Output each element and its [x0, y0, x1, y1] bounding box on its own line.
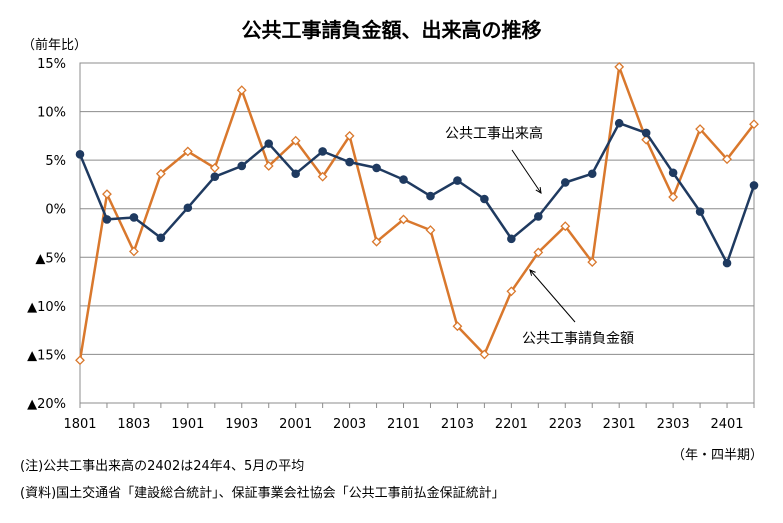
x-tick-label: 2103 — [441, 417, 474, 432]
data-point-diamond — [236, 85, 247, 96]
x-tick-label: 2001 — [279, 417, 312, 432]
annotation-orders-arrow — [529, 269, 576, 323]
annotation-output-arrow-head — [535, 186, 542, 194]
data-point-diamond — [155, 168, 166, 179]
annotation-orders-arrow-head — [529, 269, 536, 276]
x-tick-label: 2303 — [657, 417, 690, 432]
y-tick-label: ▲20% — [27, 397, 66, 412]
x-tick-label: 2203 — [549, 417, 582, 432]
data-point-circle — [291, 169, 300, 179]
data-point-diamond — [722, 154, 732, 165]
data-point-circle — [507, 234, 516, 244]
x-tick-label: 2003 — [333, 417, 366, 432]
data-point-circle — [156, 233, 166, 243]
data-point-diamond — [398, 214, 409, 225]
data-point-diamond — [695, 124, 705, 134]
data-point-diamond — [75, 355, 85, 366]
data-point-circle — [372, 163, 381, 173]
data-point-diamond — [344, 130, 355, 141]
data-point-circle — [318, 147, 327, 156]
x-tick-label: 1903 — [225, 417, 258, 432]
x-tick-label: 2301 — [603, 417, 636, 432]
y-tick-label: 10% — [37, 106, 66, 121]
data-point-diamond — [749, 119, 759, 130]
y-tick-label: 5% — [45, 154, 66, 169]
data-point-circle — [426, 191, 435, 201]
data-point-circle — [695, 207, 705, 216]
data-point-circle — [668, 168, 678, 178]
data-point-circle — [210, 172, 220, 181]
data-point-diamond — [102, 189, 112, 200]
x-tick-label: 2401 — [710, 417, 743, 432]
y-tick-label: ▲10% — [27, 300, 66, 315]
series-line — [78, 121, 756, 265]
data-point-diamond — [614, 61, 625, 72]
data-point-circle — [237, 161, 247, 171]
data-point-circle — [560, 178, 570, 187]
data-point-diamond — [317, 171, 328, 182]
data-point-circle — [129, 213, 139, 222]
annotation-output-arrow — [511, 149, 542, 194]
y-tick-label: 0% — [45, 203, 66, 218]
data-point-diamond — [560, 221, 571, 232]
data-point-circle — [614, 118, 624, 128]
y-axis-unit-label: （前年比） — [22, 38, 88, 53]
x-tick-label: 2201 — [495, 417, 528, 432]
footnote-source: (資料)国土交通省「建設総合統計」、保証事業会社協会「公共工事前払金保証統計」 — [20, 486, 505, 501]
data-point-circle — [480, 194, 489, 204]
annotation-output-label: 公共工事出来高 — [445, 125, 543, 142]
data-point-diamond — [452, 321, 463, 332]
data-point-diamond — [371, 236, 382, 247]
data-point-diamond — [263, 161, 274, 171]
x-tick-label: 1803 — [117, 417, 150, 432]
data-point-circle — [722, 258, 732, 268]
data-point-diamond — [209, 162, 220, 173]
data-point-diamond — [425, 225, 436, 236]
footnote-note: (注)公共工事出来高の2402は24年4、5月の平均 — [20, 459, 305, 474]
data-point-diamond — [587, 257, 598, 268]
data-point-circle — [399, 175, 408, 184]
data-point-circle — [345, 157, 354, 167]
series-line — [78, 65, 755, 361]
data-point-circle — [534, 212, 543, 221]
x-axis-unit-label: （年・四半期） — [671, 448, 763, 463]
x-tick-label: 2101 — [387, 417, 420, 432]
data-point-circle — [264, 139, 274, 148]
x-tick-label: 1801 — [63, 417, 96, 432]
annotation-orders-label: 公共工事請負金額 — [522, 331, 634, 347]
data-point-diamond — [129, 246, 139, 257]
y-tick-label: ▲5% — [35, 251, 66, 266]
data-point-circle — [749, 181, 759, 190]
data-point-circle — [102, 215, 112, 224]
x-tick-label: 1901 — [171, 417, 204, 432]
data-point-diamond — [506, 286, 517, 297]
y-tick-label: 15% — [37, 57, 66, 72]
data-point-diamond — [668, 192, 679, 202]
data-point-circle — [453, 176, 462, 185]
data-point-circle — [75, 150, 85, 159]
data-point-circle — [183, 203, 193, 213]
data-point-circle — [641, 128, 651, 138]
data-point-diamond — [479, 349, 490, 360]
data-point-diamond — [182, 146, 193, 157]
y-tick-label: ▲15% — [27, 348, 66, 363]
chart-title: 公共工事請負金額、出来高の推移 — [241, 18, 542, 42]
plot-area-frame — [79, 62, 755, 404]
data-point-diamond — [290, 135, 301, 146]
data-point-diamond — [533, 247, 544, 258]
data-point-circle — [587, 169, 597, 179]
